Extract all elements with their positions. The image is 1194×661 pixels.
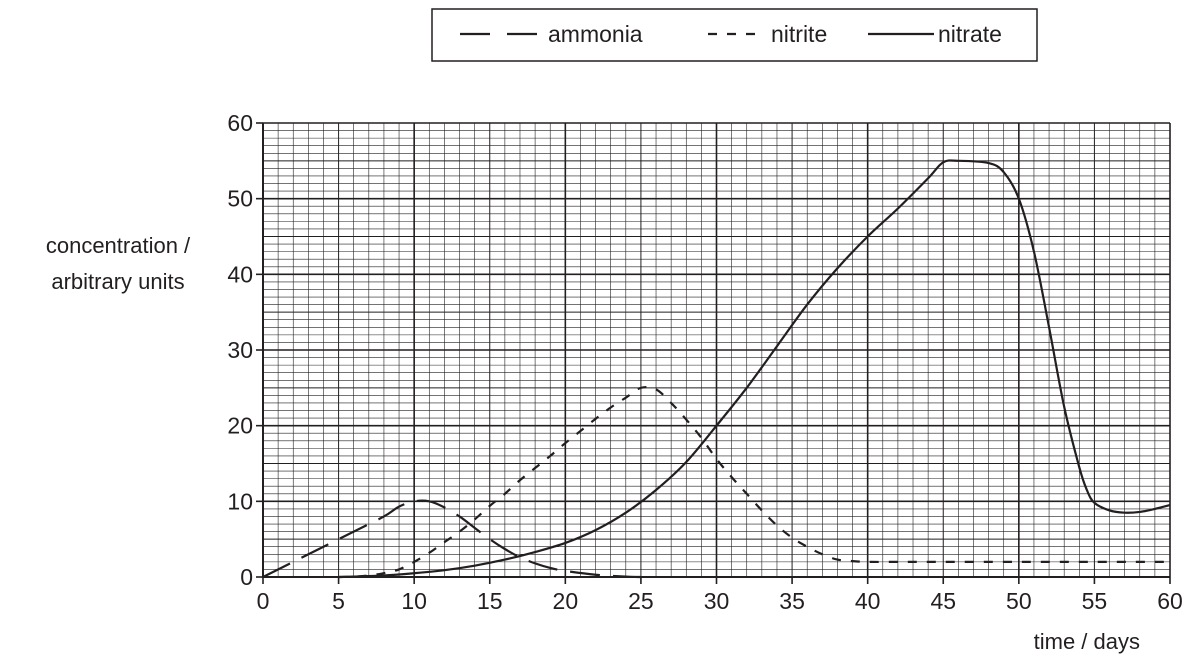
y-tick-label: 20 bbox=[227, 413, 253, 439]
series-line-ammonia bbox=[262, 499, 641, 579]
legend-label-ammonia: ammonia bbox=[548, 21, 643, 47]
axes bbox=[256, 122, 1171, 584]
x-tick-label: 25 bbox=[628, 588, 654, 614]
x-tick-label: 5 bbox=[332, 588, 345, 614]
x-tick-label: 0 bbox=[257, 588, 270, 614]
y-axis-label-line1: concentration / bbox=[46, 233, 191, 258]
y-axis-label-line2: arbitrary units bbox=[51, 269, 184, 294]
series-line-nitrate bbox=[338, 159, 1171, 579]
x-tick-label: 45 bbox=[930, 588, 956, 614]
series-layer bbox=[262, 159, 1171, 579]
y-tick-label: 60 bbox=[227, 110, 253, 136]
legend: ammonia nitrite nitrate bbox=[431, 8, 1038, 62]
legend-box bbox=[431, 8, 1038, 62]
series-line-nitrite bbox=[338, 385, 1170, 579]
x-tick-label: 40 bbox=[855, 588, 881, 614]
x-tick-label: 20 bbox=[553, 588, 579, 614]
x-tick-label: 15 bbox=[477, 588, 503, 614]
tick-labels: 0 5 10 15 20 25 30 35 40 45 50 55 60 0 10 20 30 40 50 60 bbox=[227, 110, 1182, 614]
y-tick-label: 50 bbox=[227, 186, 253, 212]
x-tick-label: 55 bbox=[1082, 588, 1108, 614]
x-tick-label: 10 bbox=[401, 588, 427, 614]
legend-label-nitrite: nitrite bbox=[771, 21, 827, 47]
x-tick-label: 30 bbox=[704, 588, 730, 614]
legend-label-nitrate: nitrate bbox=[938, 21, 1002, 47]
y-tick-label: 10 bbox=[227, 488, 253, 514]
y-tick-label: 0 bbox=[240, 564, 253, 590]
x-tick-label: 60 bbox=[1157, 588, 1183, 614]
y-tick-label: 40 bbox=[227, 261, 253, 287]
x-tick-label: 35 bbox=[779, 588, 805, 614]
y-tick-label: 30 bbox=[227, 337, 253, 363]
x-tick-label: 50 bbox=[1006, 588, 1032, 614]
x-axis-label: time / days bbox=[1034, 629, 1140, 654]
